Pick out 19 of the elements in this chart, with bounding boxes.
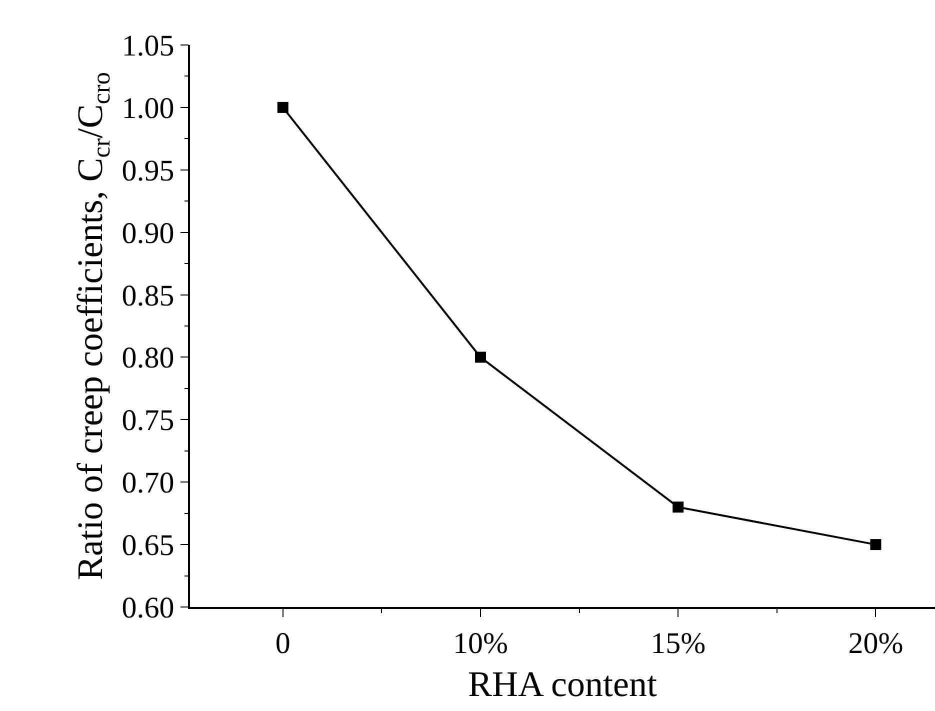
y-tick-label: 0.90	[122, 216, 174, 250]
point	[672, 502, 684, 513]
y-tick-label: 0.60	[122, 592, 174, 624]
point	[474, 352, 486, 363]
y-tick-label: 1.05	[122, 30, 174, 62]
y-tick-label: 0.75	[122, 404, 174, 438]
x-tick-label: 0	[275, 626, 290, 660]
y-tick-label: 0.80	[122, 342, 174, 375]
y-tick-label: 0.85	[122, 279, 174, 312]
y-tick-label: 1.00	[122, 92, 174, 125]
x-tick-label: 20%	[848, 626, 904, 660]
x-tick-label: 15%	[650, 626, 706, 660]
y-tick-label: 0.65	[122, 529, 174, 562]
x-axis-title: RHA content	[468, 664, 657, 704]
point	[277, 102, 288, 113]
x-tick-label: 10%	[452, 626, 508, 660]
y-tick-label: 0.95	[122, 154, 174, 188]
point	[870, 539, 882, 550]
y-tick-label: 0.70	[122, 466, 174, 500]
